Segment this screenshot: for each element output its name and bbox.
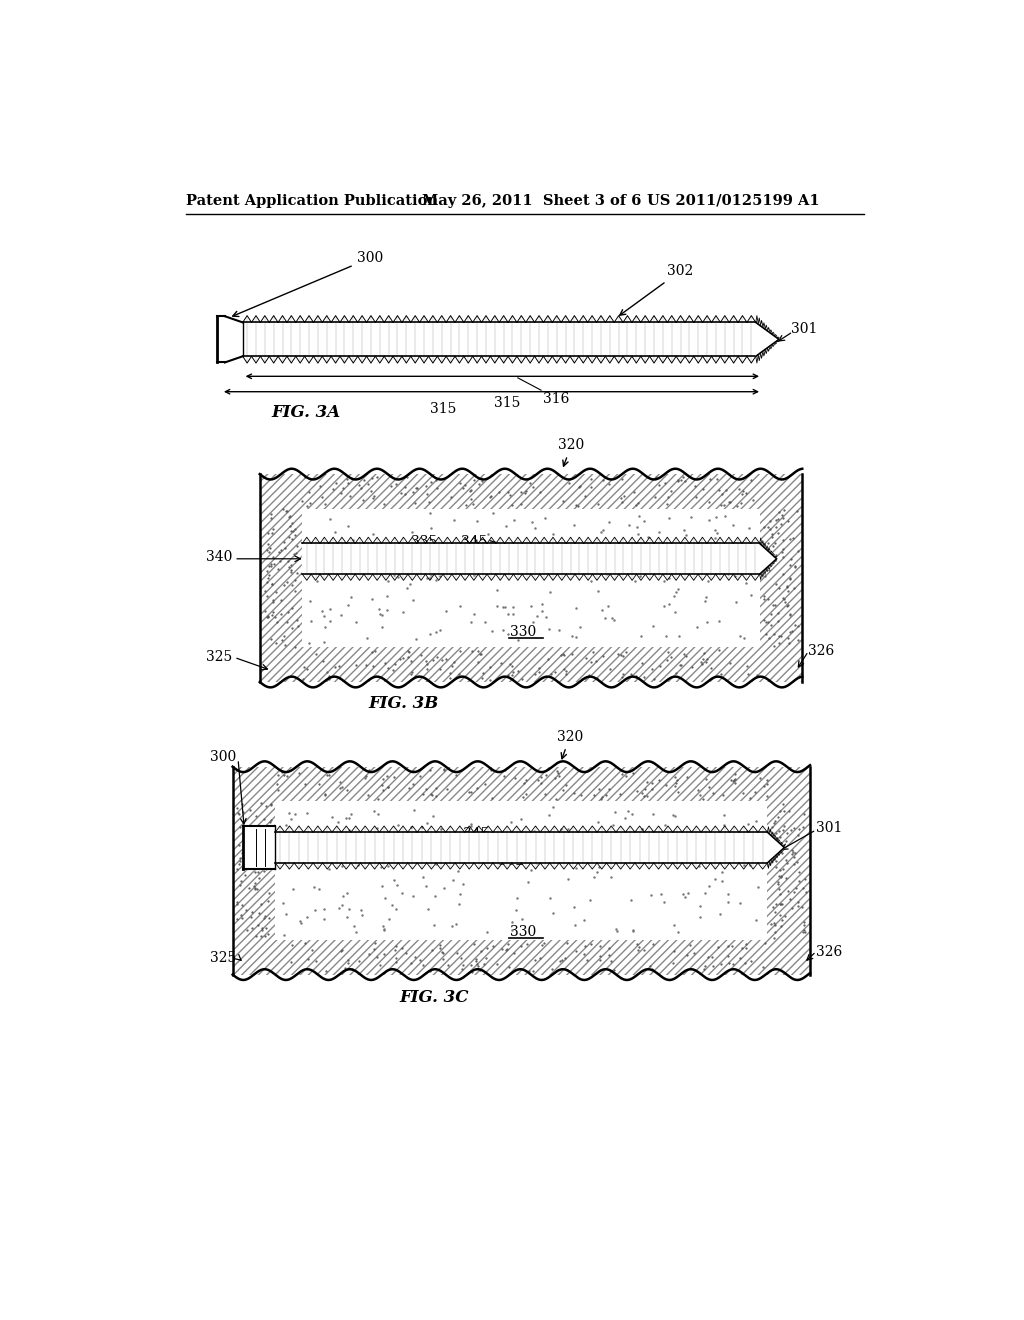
Polygon shape xyxy=(302,544,760,574)
Polygon shape xyxy=(243,322,756,356)
Text: 300: 300 xyxy=(232,251,383,317)
Text: 325: 325 xyxy=(210,950,237,965)
Polygon shape xyxy=(760,544,776,574)
Bar xyxy=(232,767,275,974)
Text: 320: 320 xyxy=(558,438,585,466)
Text: 301: 301 xyxy=(816,821,843,836)
Text: 335: 335 xyxy=(411,535,437,549)
Polygon shape xyxy=(217,317,225,363)
Bar xyxy=(302,647,760,682)
Bar xyxy=(760,474,802,682)
Text: 330: 330 xyxy=(510,925,537,940)
Bar xyxy=(275,767,767,801)
Text: 340: 340 xyxy=(206,550,232,564)
Bar xyxy=(232,767,275,801)
Text: 326: 326 xyxy=(809,644,835,659)
Polygon shape xyxy=(756,322,779,356)
Bar xyxy=(260,474,302,508)
Text: FIG. 3B: FIG. 3B xyxy=(369,696,438,711)
Bar xyxy=(767,767,810,801)
Text: 315: 315 xyxy=(494,396,520,409)
Polygon shape xyxy=(767,832,784,863)
Polygon shape xyxy=(275,832,767,863)
Text: Patent Application Publication: Patent Application Publication xyxy=(186,194,438,207)
Text: 302: 302 xyxy=(499,854,524,867)
Text: FIG. 3A: FIG. 3A xyxy=(271,404,341,421)
Bar xyxy=(767,767,810,974)
Bar xyxy=(260,647,302,682)
Polygon shape xyxy=(243,826,275,869)
Bar xyxy=(302,474,760,508)
Text: 326: 326 xyxy=(816,945,843,958)
Text: May 26, 2011  Sheet 3 of 6: May 26, 2011 Sheet 3 of 6 xyxy=(423,194,642,207)
Text: 300: 300 xyxy=(210,751,237,764)
Bar xyxy=(275,940,767,974)
Text: 325: 325 xyxy=(207,651,232,664)
Text: 320: 320 xyxy=(557,730,583,759)
Bar xyxy=(760,647,802,682)
Bar xyxy=(767,940,810,974)
Text: FIG. 3C: FIG. 3C xyxy=(399,989,469,1006)
Bar xyxy=(760,474,802,508)
Text: 315: 315 xyxy=(430,401,457,416)
Polygon shape xyxy=(225,317,243,363)
Polygon shape xyxy=(302,508,760,647)
Polygon shape xyxy=(275,801,767,940)
Bar xyxy=(260,474,302,682)
Text: US 2011/0125199 A1: US 2011/0125199 A1 xyxy=(647,194,820,207)
Text: 330: 330 xyxy=(510,624,537,639)
Text: 316: 316 xyxy=(543,392,569,405)
Text: 301: 301 xyxy=(791,322,817,337)
Text: 345: 345 xyxy=(461,535,487,549)
Bar xyxy=(232,940,275,974)
Text: 345: 345 xyxy=(463,828,489,841)
Text: 302: 302 xyxy=(620,264,693,315)
